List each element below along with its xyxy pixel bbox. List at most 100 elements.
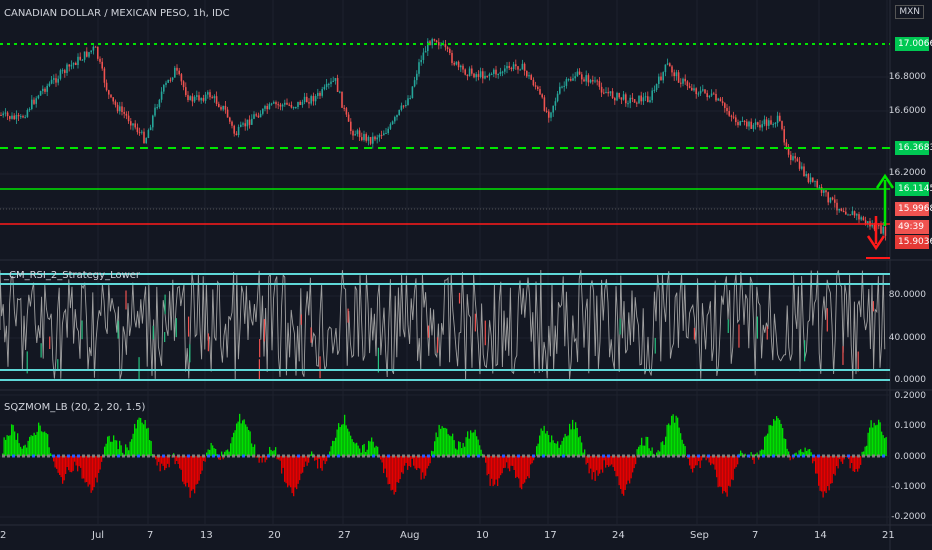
sqz-bar [291,456,293,494]
sqz-bar [782,428,784,456]
sqz-dot [807,454,810,458]
sqz-bar [467,431,469,456]
sqz-bar [852,456,854,472]
sqz-bar [80,456,82,468]
candle-body [365,134,367,141]
currency-badge[interactable]: MXN [895,5,924,19]
candle-body [257,115,260,118]
sqz-bar [620,456,622,489]
sqz-bar [579,436,581,456]
sqz-bar [528,456,530,479]
sqz-bar [207,449,209,456]
candle-body [242,123,244,125]
sqz-bar [369,441,371,456]
sqz-dot [402,454,405,458]
sqz-bar [489,456,491,486]
sqz-dot [227,454,230,458]
sqz-bar [14,431,16,456]
x-tick: Jul [92,530,105,541]
candle-body [218,103,220,108]
sqz-bar [594,456,596,481]
sqz-bar [114,440,116,456]
sqz-bar [683,443,685,456]
sqz-dot [602,454,605,458]
candle-body [825,190,827,193]
sqz-bar [530,456,532,465]
candle-body [882,226,884,234]
candle-body [457,61,460,68]
sqz-bar [621,456,623,494]
candle-body [864,220,867,224]
sqz-dot [332,454,335,458]
candle-body [803,166,805,177]
sqz-bar [377,446,379,456]
sqz-bar [588,456,590,474]
candle-body [424,51,427,53]
candle-body [781,121,783,130]
candle-body [631,97,634,100]
candle-body [763,119,766,125]
sqz-bar [510,456,512,466]
candle-body [367,136,370,141]
sqz-dot [302,454,305,458]
candle-body [211,97,213,99]
candle-body [484,75,486,79]
candle-body [561,86,563,88]
candle-body [86,51,88,57]
sqz-bar [429,456,431,464]
candle-body [154,107,156,116]
sqz-dot [557,454,560,458]
candle-body [108,90,110,95]
sqz-bar [792,456,794,460]
sqz-bar [218,456,220,460]
candle-body [79,56,81,60]
sqz-bar [350,435,352,456]
horizontal-levels [0,43,890,259]
sqz-bar [374,447,376,456]
candle-body [125,113,128,116]
sqz-bar [605,456,607,468]
sqz-dot [882,454,885,458]
sqz-dot [162,454,165,458]
candle-body [275,102,277,105]
candle-body [792,156,794,160]
sqz-dot [12,454,15,458]
sqz-bar [414,456,416,469]
rsi-pane [0,269,890,381]
sqz-bar [17,433,19,456]
sqz-bar [608,456,610,467]
candle-body [2,113,4,116]
sqz-bar [170,455,172,456]
candle-body [141,131,143,133]
sqz-dot [222,454,225,458]
candle-body [59,70,62,79]
sqz-bar [453,440,455,456]
candle-body [323,86,326,90]
sqz-bar [597,456,599,476]
sqz-bar [618,456,620,486]
candle-body [702,89,704,91]
candle-body [622,94,625,100]
sqz-bar [284,456,286,482]
candle-body [253,114,255,119]
sqz-bar [63,456,65,481]
price-label-level: 16.1145 [895,182,932,196]
sqz-bar [9,435,11,456]
sqz-bar [129,441,131,456]
sqz-bar [672,414,674,456]
price-label-level: 17.0066 [895,37,932,51]
sqz-bar [818,456,820,486]
sqz-bar [822,456,824,498]
candle-body [130,121,132,126]
sqz-bar [878,419,880,456]
sqz-dot [622,454,625,458]
price-tick: 16.8000 [888,72,926,82]
candle-body [660,76,662,81]
candle-body [858,214,860,220]
candle-body [39,91,42,96]
sqz-bar [249,431,251,456]
sqz-bar [803,452,805,456]
sqz-bar [660,442,662,456]
sqz-bar [875,425,877,456]
